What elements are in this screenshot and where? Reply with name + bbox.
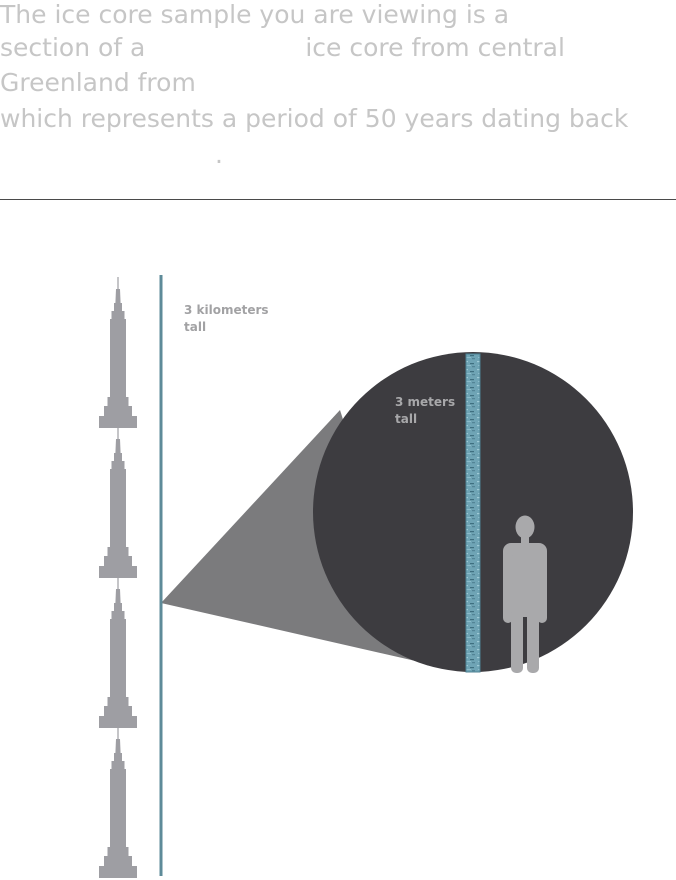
core-length-line xyxy=(159,275,163,876)
divider xyxy=(0,199,676,200)
meters-label-line2: tall xyxy=(395,412,417,426)
ice-core-outline xyxy=(465,353,481,673)
intro-line-2-end: ice core from central xyxy=(305,33,565,62)
intro-line-5: . xyxy=(215,140,223,169)
intro-line-1: The ice core sample you are viewing is a xyxy=(0,0,510,29)
building-icon xyxy=(99,727,137,878)
kilometers-label-line1: 3 kilometers xyxy=(184,303,269,317)
intro-line-4: which represents a period of 50 years da… xyxy=(0,104,629,133)
ice-core-sample xyxy=(466,354,480,672)
meters-label-line1: 3 meters xyxy=(395,395,455,409)
intro-line-3: Greenland from xyxy=(0,68,196,97)
intro-line-2: section of a ice core from central xyxy=(0,33,565,63)
building-icon xyxy=(99,577,137,728)
building-icon xyxy=(99,427,137,578)
kilometers-label-line2: tall xyxy=(184,320,206,334)
intro-line-2-start: section of a xyxy=(0,33,146,62)
building-icon xyxy=(99,277,137,428)
